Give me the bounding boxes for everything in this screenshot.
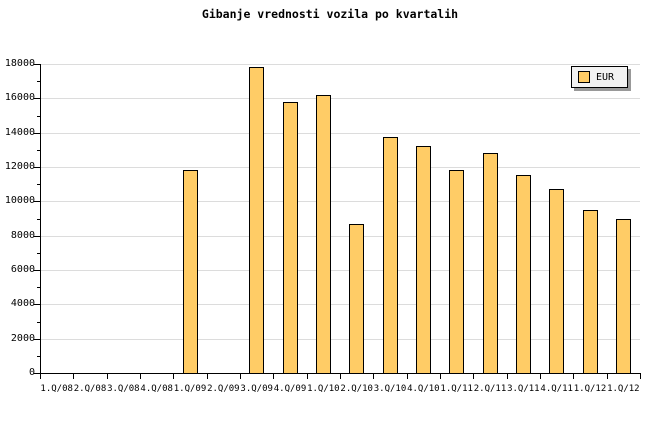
- y-minor-tick: [37, 355, 40, 357]
- x-axis-tick-label: 2.Q/09: [207, 384, 240, 394]
- x-axis-tick: [606, 374, 608, 379]
- bar-3Q10: [382, 136, 398, 374]
- x-axis-tick-label: 1.Q/11: [440, 384, 473, 394]
- y-major-tick: [34, 132, 40, 134]
- y-axis-tick-label: 0: [28, 367, 35, 378]
- x-axis-tick-label: 1.Q/12: [607, 384, 640, 394]
- legend-label: EUR: [596, 71, 615, 83]
- x-axis-tick: [373, 374, 375, 379]
- x-axis-tick: [40, 374, 41, 379]
- bar-3Q11: [515, 174, 531, 374]
- x-axis-tick-label: 4.Q/10: [407, 384, 440, 394]
- y-axis-tick-label: 2000: [10, 332, 35, 344]
- bar-3Q09: [249, 67, 265, 374]
- y-major-tick: [34, 270, 40, 271]
- x-axis-tick-label: 4.Q/11: [540, 384, 573, 394]
- bar-4Q10: [415, 146, 431, 374]
- y-axis-tick-label: 18000: [4, 58, 35, 69]
- x-axis-tick-label: 3.Q/11: [507, 384, 540, 394]
- gridline: [40, 132, 640, 134]
- gridline: [40, 201, 640, 203]
- bar-1Q11: [449, 170, 465, 374]
- x-axis-tick-label: 2.Q/08: [73, 384, 107, 394]
- x-axis-tick-label: 1.Q/09: [173, 384, 207, 394]
- x-axis-tick: [506, 374, 508, 379]
- y-axis-tick-label: 4000: [10, 298, 35, 310]
- y-axis-tick-label: 10000: [4, 195, 35, 207]
- x-axis-tick: [573, 374, 575, 379]
- x-axis-tick: [406, 374, 408, 379]
- y-minor-tick: [37, 115, 40, 117]
- x-axis-tick-label: 4.Q/08: [140, 384, 173, 394]
- y-minor-tick: [37, 287, 40, 289]
- bar-1Q10: [315, 94, 331, 374]
- y-major-tick: [34, 201, 40, 203]
- gridline: [40, 304, 640, 306]
- gridline: [40, 235, 640, 237]
- y-major-tick: [34, 167, 40, 168]
- y-major-tick: [34, 98, 40, 100]
- y-major-tick: [34, 235, 40, 237]
- x-axis-tick: [240, 374, 241, 379]
- x-axis-tick-label: 4.Q/09: [273, 384, 307, 394]
- bar-4Q09: [282, 101, 298, 374]
- x-axis-tick-label: 2.Q/10: [340, 384, 373, 394]
- y-minor-tick: [37, 184, 40, 186]
- x-axis-tick: [340, 374, 341, 379]
- y-axis-line: [40, 64, 41, 374]
- bar-1Q09: [182, 170, 198, 374]
- x-axis-tick: [440, 374, 441, 379]
- gridline: [40, 98, 640, 100]
- bar-4Q11: [549, 189, 565, 374]
- y-axis-tick-label: 16000: [4, 92, 35, 104]
- x-axis-tick: [206, 374, 208, 379]
- y-major-tick: [34, 373, 40, 374]
- x-axis-tick-label: 3.Q/09: [240, 384, 273, 394]
- x-axis-tick: [173, 374, 175, 379]
- chart-title: Gibanje vrednosti vozila po kvartalih: [201, 7, 459, 21]
- y-major-tick: [34, 304, 40, 306]
- x-axis-tick-label: 1.Q/10: [307, 384, 340, 394]
- y-axis-tick-label: 14000: [4, 126, 35, 138]
- x-axis-tick: [140, 374, 141, 379]
- x-axis-tick: [640, 374, 641, 379]
- y-axis-tick-label: 8000: [10, 229, 35, 241]
- gridline: [40, 270, 640, 271]
- y-minor-tick: [37, 81, 40, 83]
- x-axis-line: [40, 373, 641, 374]
- bar-1Q12: [615, 218, 631, 374]
- y-axis-tick-label: 6000: [10, 264, 35, 275]
- bar-2Q11: [482, 153, 498, 374]
- y-axis-tick-label: 12000: [4, 161, 35, 172]
- x-axis-tick: [106, 374, 108, 379]
- x-axis-tick: [306, 374, 308, 379]
- bar-1Q12: [582, 209, 598, 374]
- y-minor-tick: [37, 252, 40, 254]
- y-minor-tick: [37, 321, 40, 323]
- legend-swatch-icon: [578, 71, 590, 83]
- gridline: [40, 338, 640, 340]
- x-axis-tick-label: 3.Q/08: [107, 384, 140, 394]
- y-major-tick: [34, 64, 40, 65]
- y-major-tick: [34, 338, 40, 340]
- gridline: [40, 167, 640, 168]
- legend: EUR: [571, 66, 628, 88]
- bar-2Q10: [349, 223, 365, 374]
- x-axis-tick: [540, 374, 541, 379]
- x-axis-tick-label: 3.Q/10: [373, 384, 407, 394]
- x-axis-tick-label: 1.Q/12: [573, 384, 607, 394]
- x-axis-tick-label: 2.Q/11: [473, 384, 507, 394]
- x-axis-tick-label: 1.Q/08: [40, 384, 73, 394]
- x-axis-tick: [473, 374, 475, 379]
- y-minor-tick: [37, 149, 40, 151]
- gridline: [40, 64, 640, 65]
- x-axis-tick: [73, 374, 75, 379]
- y-minor-tick: [37, 218, 40, 220]
- x-axis-tick: [273, 374, 275, 379]
